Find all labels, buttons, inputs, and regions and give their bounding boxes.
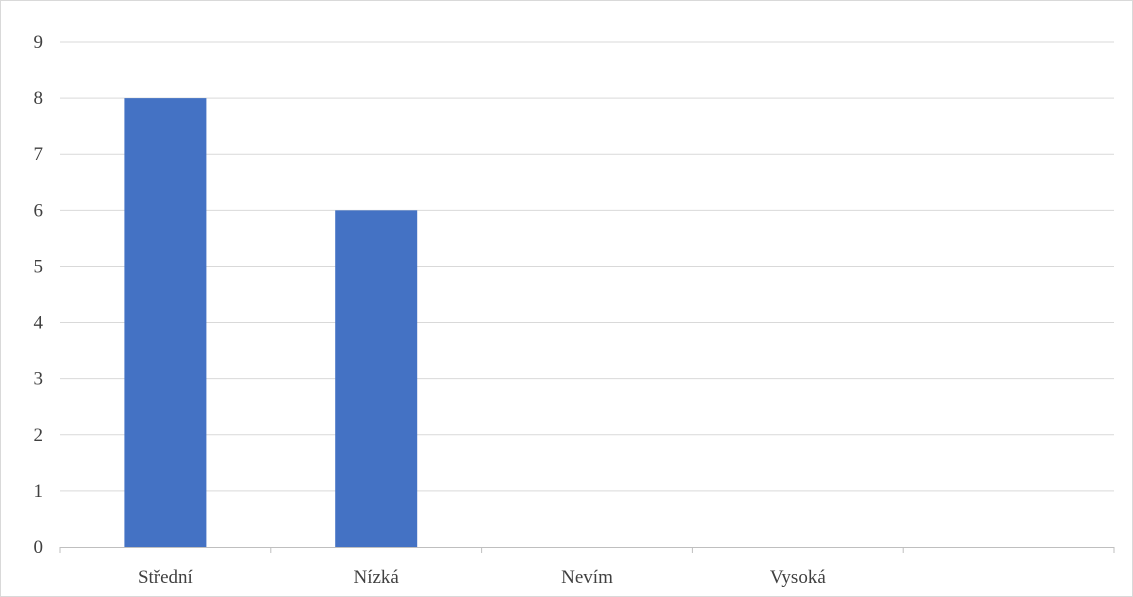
x-tick-label: Nízká — [354, 567, 400, 588]
bar-Střední — [124, 98, 207, 547]
y-tick-label: 1 — [34, 481, 44, 502]
y-tick-label: 0 — [34, 537, 44, 558]
y-tick-label: 3 — [34, 369, 44, 390]
y-tick-label: 9 — [34, 32, 44, 53]
x-tick-label: Vysoká — [770, 567, 827, 588]
x-tick-labels: Střední Nízká Nevím Vysoká — [138, 567, 826, 588]
bars — [124, 98, 418, 548]
y-tick-label: 2 — [34, 425, 44, 446]
x-tick-label: Nevím — [561, 567, 613, 588]
x-tick-label: Střední — [138, 567, 194, 588]
y-tick-label: 8 — [34, 88, 44, 109]
gridlines — [60, 41, 1114, 492]
y-tick-label: 5 — [34, 256, 44, 277]
y-tick-label: 6 — [34, 200, 44, 221]
bar-Nízká — [335, 210, 418, 548]
y-tick-label: 4 — [34, 313, 44, 334]
y-tick-label: 7 — [34, 144, 44, 165]
x-axis — [59, 547, 1115, 553]
y-tick-labels: 0 1 2 3 4 5 6 7 8 9 — [34, 32, 44, 558]
